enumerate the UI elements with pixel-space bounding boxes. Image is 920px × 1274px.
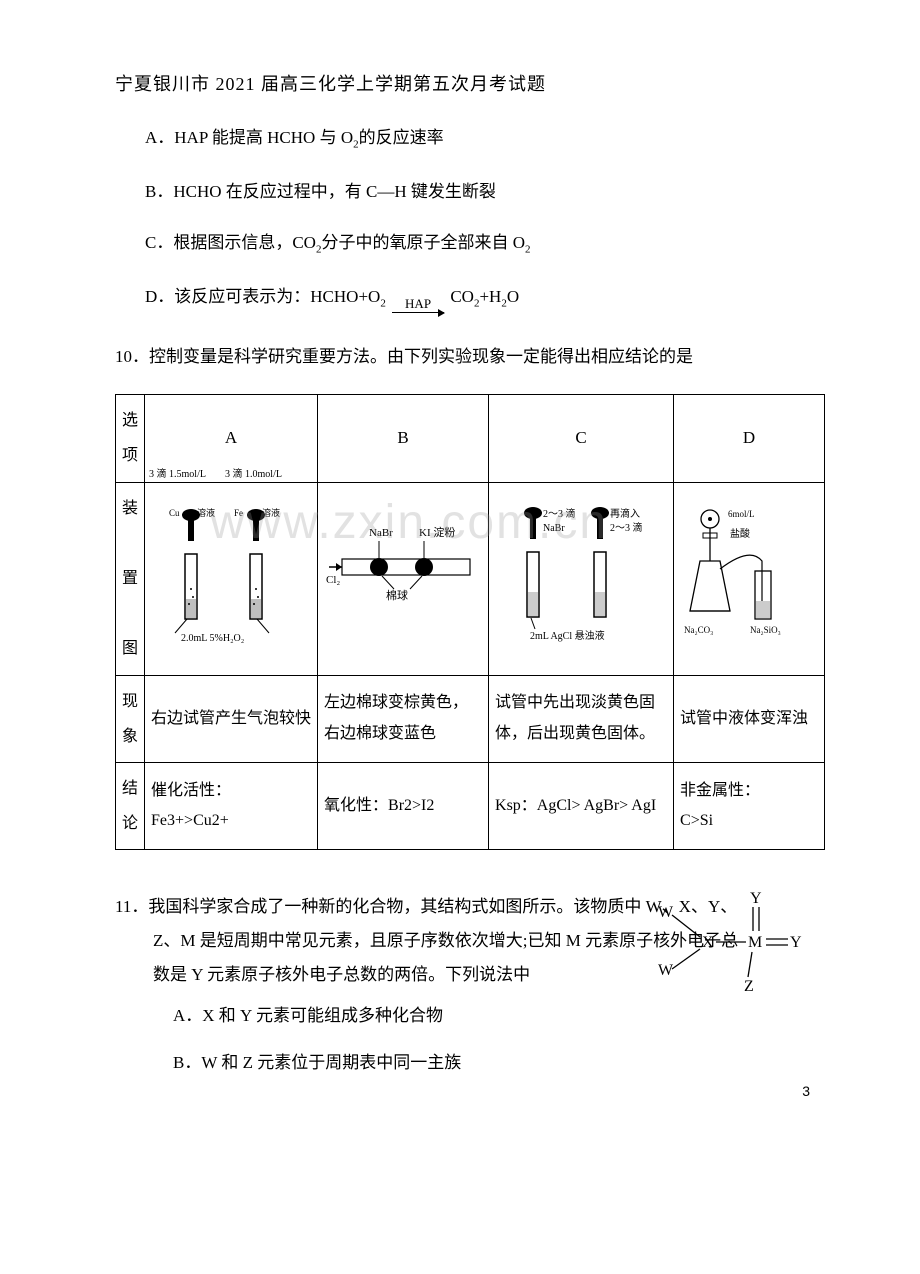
phen-d: 试管中液体变浑浊 (674, 675, 825, 762)
diagram-c: 2～3 滴 NaBr 再滴入 2～3 滴 2mL AgCl 悬浊液 (489, 482, 674, 675)
svg-text:再滴入: 再滴入 (610, 507, 640, 520)
text: O (507, 287, 519, 306)
text: D．该反应可表示为：HCHO+O (145, 287, 380, 306)
svg-text:6mol/L: 6mol/L (728, 509, 755, 519)
diagram-b: NaBr KI 淀粉 Cl₂ 棉球 (318, 482, 489, 675)
q11-option-a: A．X 和 Y 元素可能组成多种化合物 (173, 1002, 820, 1029)
q9-option-d: D．该反应可表示为：HCHO+O2 HAP CO2+H2O (145, 283, 820, 313)
svg-text:Fe: Fe (234, 508, 243, 518)
text: +H (479, 287, 501, 306)
diagram-a: 3 滴 1.5mol/L 3 滴 1.0mol/L (145, 482, 318, 675)
row-conclusion-label: 结论 (116, 762, 145, 849)
q10-stem: 10．控制变量是科学研究重要方法。由下列实验现象一定能得出相应结论的是 (115, 343, 820, 372)
phen-a: 右边试管产生气泡较快 (145, 675, 318, 762)
svg-text:Na₂SiO₃: Na₂SiO₃ (750, 625, 781, 635)
svg-text:W: W (658, 904, 674, 921)
svg-text:Cu: Cu (169, 508, 180, 518)
q11-option-b: B．W 和 Z 元素位于周期表中同一主族 (173, 1049, 820, 1076)
svg-text:棉球: 棉球 (386, 588, 408, 602)
th-c: C (489, 395, 674, 482)
phen-c: 试管中先出现淡黄色固体，后出现黄色固体。 (489, 675, 674, 762)
svg-text:2～3 滴: 2～3 滴 (543, 507, 576, 520)
apparatus-svg: NaBr KI 淀粉 Cl₂ 棉球 (324, 501, 482, 651)
th-b: B (318, 395, 489, 482)
label: 3 滴 1.5mol/L (149, 465, 206, 480)
svg-text:2mL AgCl 悬浊液: 2mL AgCl 悬浊液 (530, 629, 605, 642)
reaction-arrow: HAP (392, 283, 444, 313)
conc-a: 催化活性： Fe3+>Cu2+ (145, 762, 318, 849)
svg-text:Y: Y (750, 890, 762, 907)
row-phenomenon-label: 现象 (116, 675, 145, 762)
svg-text:Na₂CO₃: Na₂CO₃ (684, 625, 713, 635)
experiment-table: 选项 A B C D 装 置 图 3 滴 1.5mol/L 3 滴 1.0mol… (115, 394, 825, 850)
page-header: 宁夏银川市 2021 届高三化学上学期第五次月考试题 (115, 70, 820, 96)
text: 分子中的氧原子全部来自 O (321, 233, 525, 252)
conc-b: 氧化性：Br2>I2 (318, 762, 489, 849)
svg-text:溶液: 溶液 (262, 507, 280, 518)
page-number: 3 (802, 1083, 810, 1099)
sub: 2 (380, 298, 386, 310)
conc-d: 非金属性： C>Si (674, 762, 825, 849)
svg-text:溶液: 溶液 (197, 507, 215, 518)
label: 3 滴 1.0mol/L (225, 465, 282, 480)
apparatus-svg: 2～3 滴 NaBr 再滴入 2～3 滴 2mL AgCl 悬浊液 (495, 501, 667, 651)
svg-text:NaBr: NaBr (543, 523, 565, 534)
conc-c: Ksp：AgCl> AgBr> AgI (489, 762, 674, 849)
svg-text:盐酸: 盐酸 (730, 527, 750, 540)
svg-text:Cl₂: Cl₂ (326, 574, 340, 586)
svg-text:W: W (658, 962, 674, 979)
sub: 2 (525, 244, 531, 256)
diagram-d: 6mol/L 盐酸 Na₂CO₃ Na₂SiO₃ (674, 482, 825, 675)
molecule-diagram: W W X M Y Y Z (650, 887, 810, 997)
svg-text:X: X (702, 934, 714, 951)
svg-text:2.0mL 5%H₂O₂: 2.0mL 5%H₂O₂ (181, 633, 244, 644)
svg-text:Z: Z (744, 978, 754, 995)
line1: 11．我国科学家合成了一种新的化合物，其结构式如图所示。该物质中 W、X、Y、 (115, 897, 737, 916)
svg-text:M: M (748, 934, 762, 951)
svg-text:NaBr: NaBr (369, 527, 393, 539)
q9-option-b: B．HCHO 在反应过程中，有 C—H 键发生断裂 (145, 178, 820, 205)
text: 的反应速率 (359, 128, 444, 147)
arrow-label: HAP (405, 297, 431, 310)
text: A．HAP 能提高 HCHO 与 O (145, 128, 353, 147)
row-apparatus-label: 装 置 图 (116, 482, 145, 675)
th-d: D (674, 395, 825, 482)
svg-text:KI 淀粉: KI 淀粉 (419, 525, 455, 539)
svg-text:Y: Y (790, 934, 802, 951)
q9-option-c: C．根据图示信息，CO2分子中的氧原子全部来自 O2 (145, 229, 820, 259)
text: CO (450, 287, 474, 306)
q9-option-a: A．HAP 能提高 HCHO 与 O2的反应速率 (145, 124, 820, 154)
th-option: 选项 (116, 395, 145, 482)
apparatus-svg: Cu 溶液 Fe 溶液 2.0mL 5%H₂O₂ (151, 501, 311, 651)
svg-text:2～3 滴: 2～3 滴 (610, 521, 643, 534)
phen-b: 左边棉球变棕黄色，右边棉球变蓝色 (318, 675, 489, 762)
text: C．根据图示信息，CO (145, 233, 316, 252)
apparatus-svg: 6mol/L 盐酸 Na₂CO₃ Na₂SiO₃ (680, 501, 818, 651)
